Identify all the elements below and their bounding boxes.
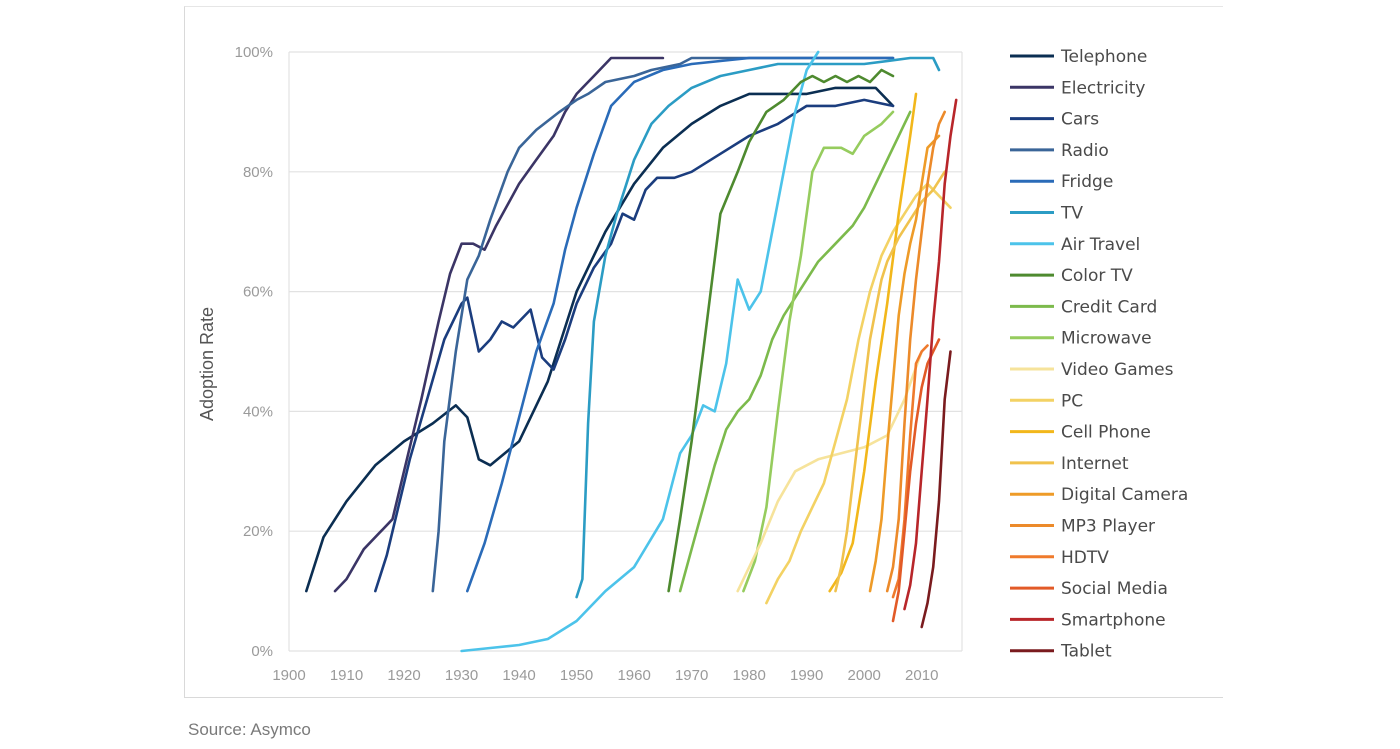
y-tick-label: 0% — [251, 643, 273, 660]
y-axis-ticks: 0% 20% 40% 60% 80% 100% — [235, 44, 273, 660]
series-line-credit-card — [678, 110, 912, 593]
legend-label-cars: Cars — [1061, 110, 1099, 130]
legend-label-cell-phone: Cell Phone — [1061, 423, 1151, 443]
series-line-smartphone — [903, 98, 958, 611]
legend-label-tablet: Tablet — [1060, 642, 1112, 662]
legend-label-telephone: Telephone — [1060, 47, 1147, 67]
legend-label-color-tv: Color TV — [1061, 266, 1133, 286]
series-line-video-games — [736, 350, 923, 593]
x-tick-label: 1920 — [387, 667, 420, 684]
legend-label-credit-card: Credit Card — [1061, 297, 1157, 317]
series-line-fridge — [466, 56, 895, 593]
y-tick-label: 100% — [235, 44, 273, 61]
y-tick-label: 20% — [243, 523, 273, 540]
y-tick-label: 60% — [243, 284, 273, 301]
series-line-air-travel — [460, 50, 820, 653]
legend-label-microwave: Microwave — [1061, 329, 1152, 349]
x-tick-label: 1970 — [675, 667, 708, 684]
series-line-tablet — [920, 350, 952, 629]
series-line-microwave — [742, 110, 895, 593]
legend-label-hdtv: HDTV — [1061, 548, 1109, 568]
legend-label-internet: Internet — [1061, 454, 1129, 474]
legend: Telephone Electricity Cars Radio Fridge TV Air… — [1010, 47, 1188, 662]
series-line-cell-phone — [828, 92, 918, 593]
series-line-telephone — [305, 86, 895, 593]
x-tick-label: 1930 — [445, 667, 478, 684]
x-tick-label: 1990 — [790, 667, 823, 684]
x-tick-label: 1960 — [617, 667, 650, 684]
series-line-tv — [575, 56, 941, 599]
legend-label-mp3-player: MP3 Player — [1061, 517, 1155, 537]
legend-label-radio: Radio — [1061, 141, 1109, 161]
x-tick-label: 1950 — [560, 667, 593, 684]
series-line-pc — [765, 182, 952, 605]
y-axis-title: Adoption Rate — [197, 307, 217, 421]
x-tick-label: 1900 — [272, 667, 305, 684]
legend-label-social-media: Social Media — [1061, 579, 1168, 599]
x-tick-label: 1910 — [330, 667, 363, 684]
legend-label-electricity: Electricity — [1061, 78, 1145, 98]
series-line-cars — [374, 98, 895, 593]
legend-label-fridge: Fridge — [1061, 172, 1113, 192]
legend-label-smartphone: Smartphone — [1061, 610, 1166, 630]
series-line-radio — [431, 56, 895, 593]
grid — [288, 51, 963, 652]
y-tick-label: 80% — [243, 164, 273, 181]
legend-label-video-games: Video Games — [1061, 360, 1174, 380]
legend-label-tv: TV — [1060, 204, 1083, 224]
legend-label-digital-camera: Digital Camera — [1061, 485, 1188, 505]
legend-label-air-travel: Air Travel — [1061, 235, 1140, 255]
x-axis-ticks: 1900 1910 1920 1930 1940 1950 1960 1970 1980 1990… — [272, 667, 938, 684]
series-line-color-tv — [667, 68, 895, 593]
x-tick-label: 1940 — [502, 667, 535, 684]
x-tick-label: 1980 — [732, 667, 765, 684]
source-note: Source: Asymco — [188, 720, 311, 739]
y-tick-label: 40% — [243, 403, 273, 420]
x-tick-label: 2000 — [848, 667, 881, 684]
series-line-mp3-player — [885, 110, 946, 593]
x-tick-label: 2010 — [905, 667, 938, 684]
series-line-digital-camera — [868, 134, 941, 593]
series-line-electricity — [333, 56, 665, 593]
series-lines — [305, 50, 958, 653]
legend-label-pc: PC — [1061, 391, 1083, 411]
